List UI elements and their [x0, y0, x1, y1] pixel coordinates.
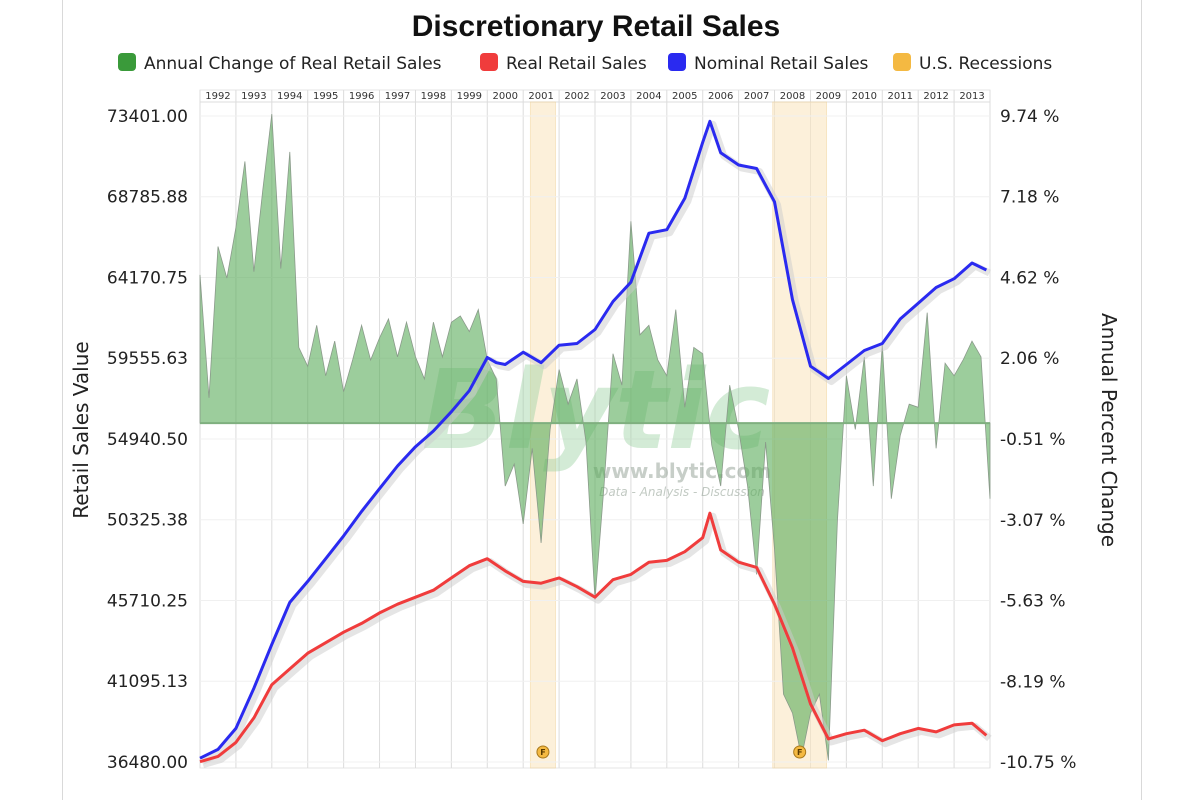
left-axis-title: Retail Sales Value [69, 341, 93, 518]
nominal-retail-sales-line [199, 119, 988, 760]
year-label: 2004 [636, 91, 661, 102]
year-label: 1993 [241, 91, 266, 102]
right-tick-label: 7.18 % [1000, 188, 1059, 208]
right-tick-label: 9.74 % [1000, 107, 1059, 127]
legend-item-label: Real Retail Sales [506, 54, 647, 74]
left-tick-label: 41095.13 [107, 672, 188, 692]
left-tick-label: 36480.00 [107, 753, 188, 773]
year-label: 2009 [816, 91, 841, 102]
year-label: 1995 [313, 91, 338, 102]
legend-swatch [480, 53, 498, 71]
year-label: 1994 [277, 91, 302, 102]
right-tick-label: -5.63 % [1000, 592, 1066, 612]
series-shadow [201, 120, 991, 765]
left-tick-label: 73401.00 [107, 107, 188, 127]
right-tick-label: -0.51 % [1000, 430, 1066, 450]
legend-swatch [893, 53, 911, 71]
right-tick-label: -10.75 % [1000, 753, 1076, 773]
recession-marker-label: F [540, 748, 545, 757]
legend-item-label: U.S. Recessions [919, 54, 1052, 74]
recession-marker-label: F [797, 748, 802, 757]
right-tick-label: 2.06 % [1000, 349, 1059, 369]
watermark-url: www.blytic.com [593, 459, 771, 483]
legend-swatch [118, 53, 136, 71]
year-label: 2010 [852, 91, 877, 102]
year-label: 2003 [600, 91, 625, 102]
legend-swatch [668, 53, 686, 71]
year-label: 2007 [744, 91, 769, 102]
left-tick-label: 59555.63 [107, 349, 188, 369]
legend-item-label: Annual Change of Real Retail Sales [144, 54, 442, 74]
recession-marker-icon [793, 745, 807, 759]
annual-change-area-shape [199, 114, 991, 761]
year-label: 2002 [564, 91, 589, 102]
right-tick-label: 4.62 % [1000, 268, 1059, 288]
right-axis-ticks: 9.74 % 7.18 % 4.62 % 2.06 % -0.51 % -3.07 % -5… [1000, 107, 1076, 773]
annual-change-area [199, 114, 991, 761]
year-label: 2008 [780, 91, 805, 102]
recession-marker-icon [536, 745, 550, 759]
left-axis-ticks: 73401.00 68785.88 64170.75 59555.63 54940.50… [107, 107, 188, 773]
left-tick-label: 68785.88 [107, 188, 188, 208]
left-tick-label: 45710.25 [107, 592, 188, 612]
year-label: 2013 [959, 91, 984, 102]
year-label: 2001 [528, 91, 553, 102]
legend: Annual Change of Real Retail Sales Real R… [118, 53, 1052, 74]
legend-item-label: Nominal Retail Sales [694, 54, 869, 74]
left-tick-label: 50325.38 [107, 511, 188, 531]
year-label: 2006 [708, 91, 733, 102]
year-label: 2012 [923, 91, 948, 102]
sales-lines [199, 119, 992, 769]
watermark-tagline: Data - Analysis - Discussion [599, 485, 765, 499]
right-axis-title: Annual Percent Change [1097, 313, 1121, 547]
year-label: 1997 [385, 91, 410, 102]
right-tick-label: -8.19 % [1000, 672, 1066, 692]
right-tick-label: -3.07 % [1000, 511, 1066, 531]
series-shadow [202, 512, 992, 769]
chart-title: Discretionary Retail Sales [412, 10, 781, 43]
year-label: 1992 [205, 91, 230, 102]
year-label: 1998 [421, 91, 446, 102]
year-label: 2000 [493, 91, 518, 102]
real-retail-sales-line [199, 511, 988, 764]
year-labels: 1992 1993 1994 1995 1996 1997 1998 1999 2000 2001… [205, 91, 985, 102]
year-label: 2011 [888, 91, 913, 102]
left-tick-label: 64170.75 [107, 269, 188, 289]
year-label: 1999 [457, 91, 482, 102]
year-label: 1996 [349, 91, 374, 102]
left-tick-label: 54940.50 [107, 430, 188, 450]
year-label: 2005 [672, 91, 697, 102]
